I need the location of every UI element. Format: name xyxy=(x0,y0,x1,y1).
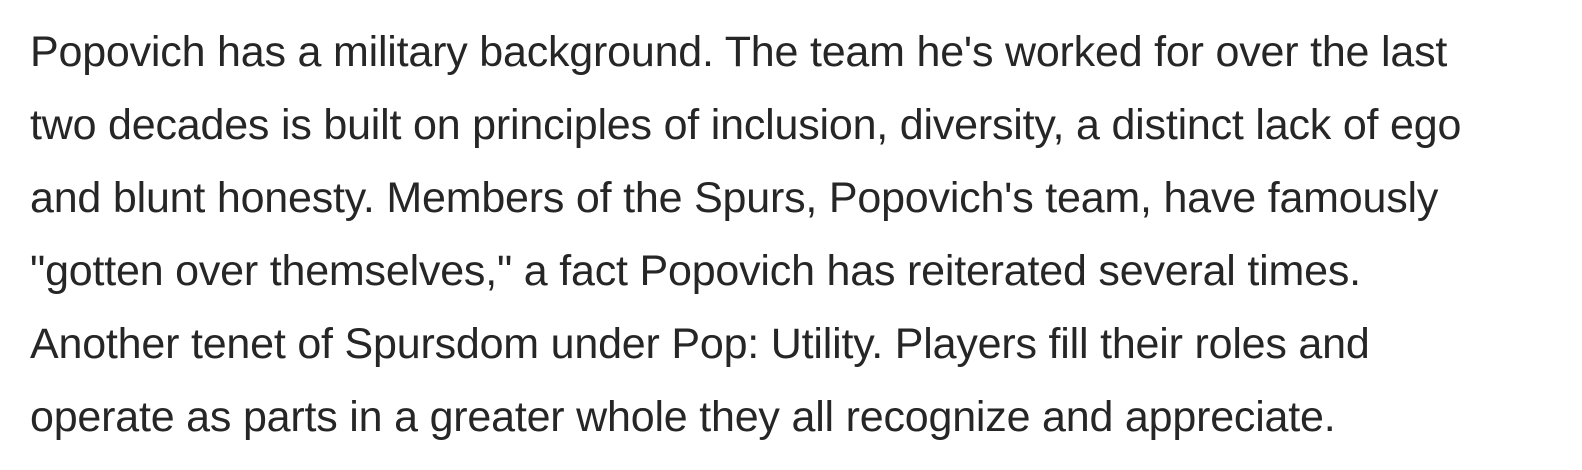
paragraph-line: Popovich has a military background. The … xyxy=(30,28,1448,76)
paragraph-line: operate as parts in a greater whole they… xyxy=(30,393,1336,441)
paragraph-line: and blunt honesty. Members of the Spurs,… xyxy=(30,174,1439,222)
article-paragraph: Popovich has a military background. The … xyxy=(30,16,1582,454)
article-body: Popovich has a military background. The … xyxy=(0,16,1582,470)
paragraph-line: two decades is built on principles of in… xyxy=(30,101,1462,149)
paragraph-line: "gotten over themselves," a fact Popovic… xyxy=(30,247,1361,295)
paragraph-line: Another tenet of Spursdom under Pop: Uti… xyxy=(30,320,1370,368)
